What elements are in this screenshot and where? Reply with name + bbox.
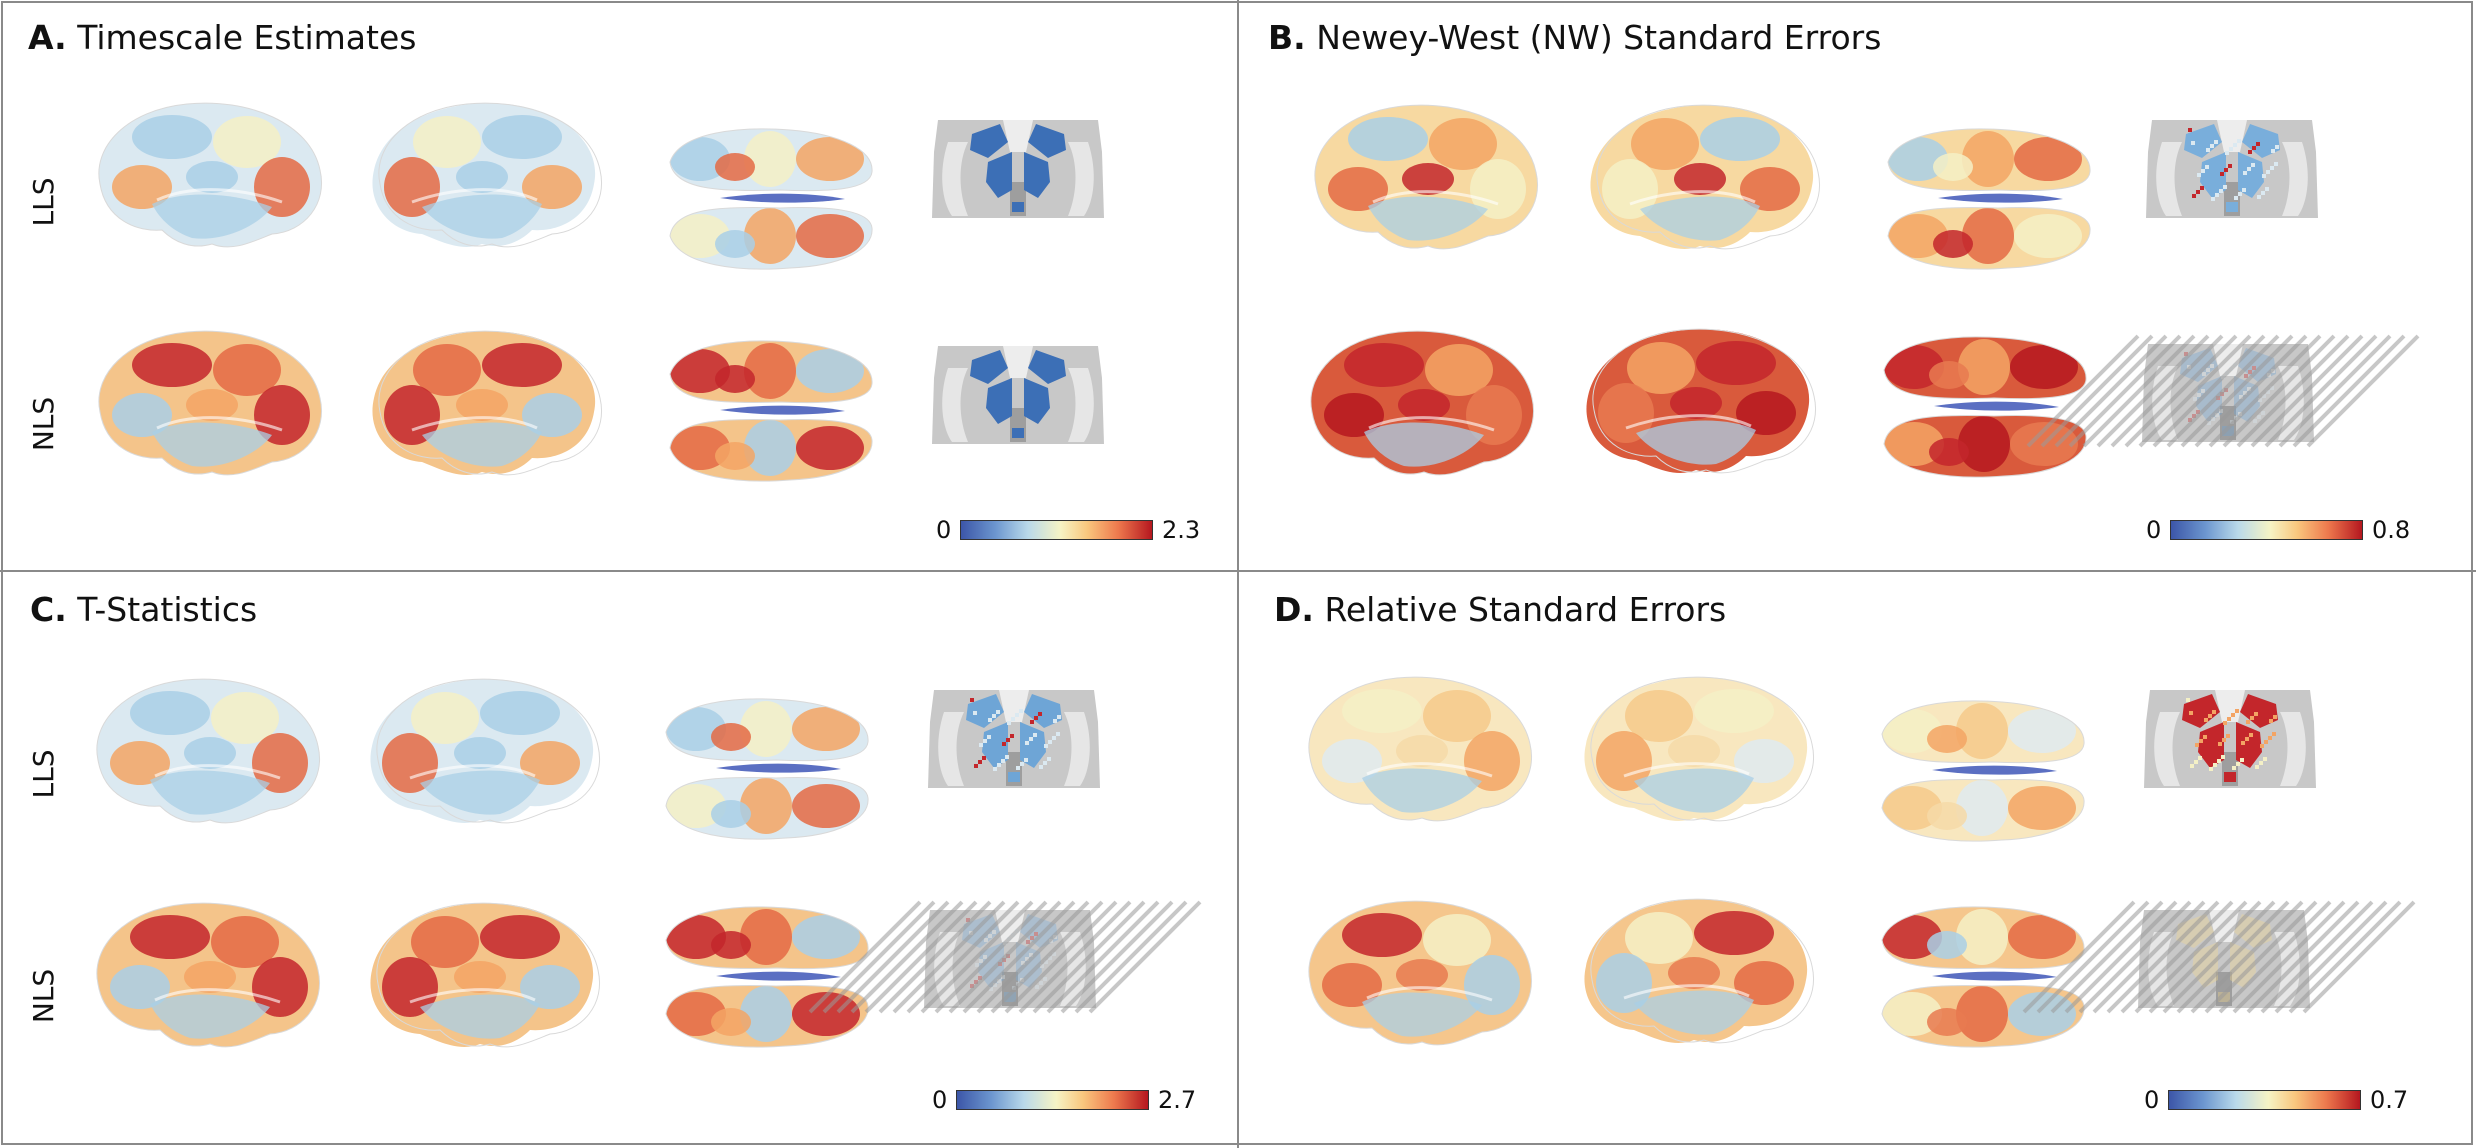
- brain-lateral-left-nls: [1292, 890, 1542, 1050]
- subcortical-slice-nls-masked: [808, 900, 1202, 1014]
- colorbar: 0 0.7: [2144, 1087, 2408, 1113]
- colorbar-gradient: [2168, 1090, 2361, 1110]
- brain-medial-left-lls: [360, 668, 610, 828]
- brain-medial-left-lls: [1574, 666, 1824, 826]
- colorbar-max: 0.8: [2372, 516, 2411, 544]
- horizontal-divider: [0, 570, 2476, 572]
- brain-dorsal-nls: [1872, 902, 2092, 1052]
- brain-lateral-left-nls: [82, 320, 332, 480]
- brain-medial-left-nls: [360, 892, 610, 1052]
- panel-letter: C.: [30, 590, 67, 629]
- colorbar-max: 2.3: [1162, 516, 1201, 544]
- row-label-lls: LLS: [27, 749, 60, 799]
- panel-title: A. Timescale Estimates: [28, 18, 416, 57]
- colorbar-max: 0.7: [2370, 1086, 2409, 1114]
- brain-dorsal-nls: [656, 902, 876, 1052]
- brain-medial-left-nls: [1576, 318, 1826, 478]
- colorbar-min: 0: [932, 1086, 948, 1114]
- brain-dorsal-nls: [1874, 332, 2094, 482]
- subcortical-slice-nls: [928, 338, 1108, 448]
- panel-c: C. T-Statistics LLS NLS 0 2.7: [0, 572, 1236, 1142]
- brain-medial-left-nls: [1574, 888, 1824, 1048]
- panel-title-text: Newey-West (NW) Standard Errors: [1316, 18, 1882, 57]
- colorbar-max: 2.7: [1158, 1086, 1197, 1114]
- colorbar-min: 0: [2146, 516, 2162, 544]
- brain-dorsal-lls: [660, 124, 880, 274]
- brain-lateral-left-lls: [1292, 666, 1542, 826]
- colorbar-gradient: [960, 520, 1153, 540]
- panel-title-text: Timescale Estimates: [77, 18, 417, 57]
- colorbar: 0 0.8: [2146, 517, 2410, 543]
- subcortical-slice-nls-masked: [2026, 334, 2420, 448]
- panel-d: D. Relative Standard Errors 0 0.7: [1238, 572, 2474, 1142]
- colorbar: 0 2.3: [936, 517, 1200, 543]
- subcortical-slice-lls: [924, 682, 1104, 792]
- row-label-nls: NLS: [27, 968, 60, 1024]
- colorbar-min: 0: [936, 516, 952, 544]
- panel-b: B. Newey-West (NW) Standard Errors 0 0.8: [1238, 0, 2474, 570]
- brain-medial-left-nls: [362, 320, 612, 480]
- panel-title: B. Newey-West (NW) Standard Errors: [1268, 18, 1881, 57]
- panel-letter: A.: [28, 18, 67, 57]
- row-label-nls: NLS: [27, 396, 60, 452]
- panel-title-text: Relative Standard Errors: [1324, 590, 1727, 629]
- colorbar: 0 2.7: [932, 1087, 1196, 1113]
- panel-title: D. Relative Standard Errors: [1274, 590, 1726, 629]
- colorbar-gradient: [956, 1090, 1149, 1110]
- vertical-divider: [1237, 0, 1239, 1148]
- brain-lateral-left-lls: [80, 668, 330, 828]
- subcortical-slice-lls: [2140, 682, 2320, 792]
- brain-lateral-left-lls: [1298, 94, 1548, 254]
- subcortical-slice-lls: [2142, 112, 2322, 222]
- brain-dorsal-nls: [660, 336, 880, 486]
- brain-lateral-left-nls: [1294, 320, 1544, 480]
- brain-lateral-left-lls: [82, 92, 332, 252]
- brain-medial-left-lls: [362, 92, 612, 252]
- colorbar-gradient: [2170, 520, 2363, 540]
- row-label-lls: LLS: [27, 177, 60, 227]
- brain-dorsal-lls: [1878, 124, 2098, 274]
- panel-a: A. Timescale Estimates LLS NLS 0 2.3: [0, 0, 1236, 570]
- panel-title-text: T-Statistics: [77, 590, 258, 629]
- subcortical-slice-nls-masked: [2022, 900, 2416, 1014]
- brain-dorsal-lls: [656, 694, 876, 844]
- brain-lateral-left-nls: [80, 892, 330, 1052]
- colorbar-min: 0: [2144, 1086, 2160, 1114]
- brain-medial-left-lls: [1580, 94, 1830, 254]
- panel-title: C. T-Statistics: [30, 590, 257, 629]
- panel-letter: B.: [1268, 18, 1306, 57]
- subcortical-slice-lls: [928, 112, 1108, 222]
- panel-letter: D.: [1274, 590, 1314, 629]
- brain-dorsal-lls: [1872, 696, 2092, 846]
